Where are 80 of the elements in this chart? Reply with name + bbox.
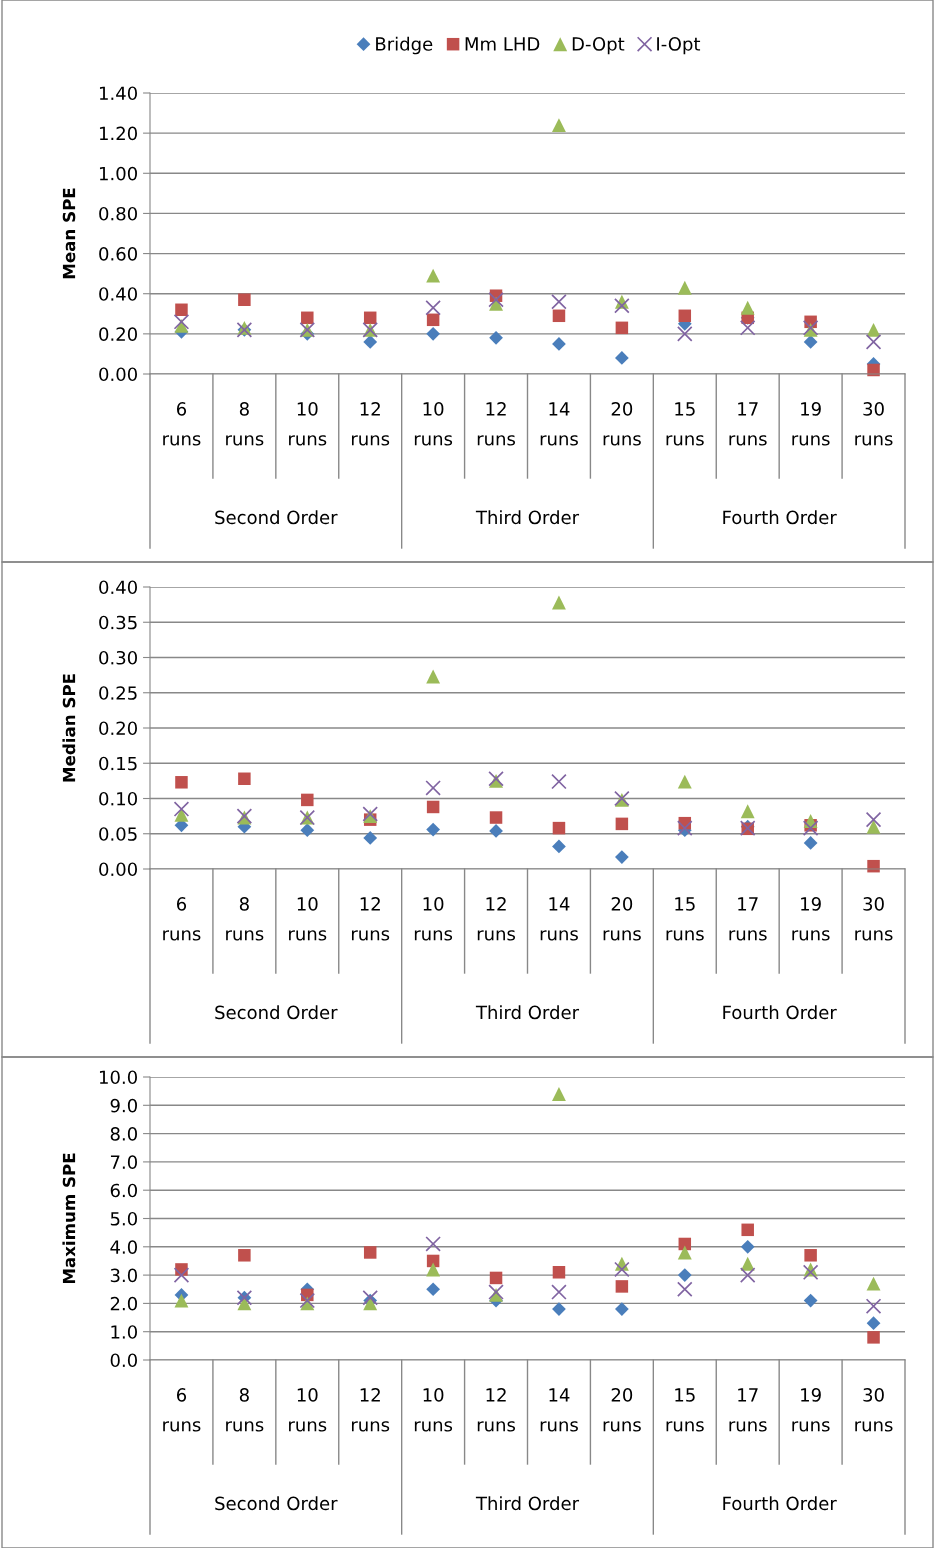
- text: Fourth Order: [723, 1496, 837, 1511]
- x-tick-label: 10 runs: [289, 402, 327, 446]
- y-tick-label: 1.00: [99, 166, 137, 181]
- text: Second Order: [215, 1496, 338, 1511]
- x-tick-label: 30 runs: [855, 402, 893, 446]
- x-tick-label: 15 runs: [666, 402, 704, 446]
- y-tick-label: 0.40: [99, 580, 137, 595]
- x-tick-label: 12 runs: [351, 402, 390, 446]
- y-tick-label: 0.60: [99, 247, 137, 261]
- y-tick-label: 0.10: [99, 791, 137, 806]
- x-tick-label: 14 runs: [540, 1388, 578, 1432]
- x-tick-label: 15 runs: [666, 897, 704, 941]
- y-tick-label: 9.0: [110, 1098, 137, 1113]
- y-tick-label: 0.05: [99, 827, 137, 841]
- text: Second Order: [215, 510, 338, 525]
- x-tick-label: 12 runs: [351, 1388, 390, 1432]
- legend-label: D-Opt: [572, 37, 625, 55]
- y-tick-label: 0.0: [110, 1353, 137, 1368]
- y-tick-label: 1.20: [99, 126, 137, 141]
- x-tick-label: 17 runs: [729, 897, 767, 941]
- x-tick-label: 6 runs: [163, 1388, 201, 1432]
- x-tick-label: 12 runs: [477, 897, 516, 941]
- text: Third Order: [475, 1005, 580, 1020]
- x-tick-label: 10 runs: [289, 1388, 327, 1432]
- y-tick-label: 4.0: [110, 1240, 137, 1254]
- x-tick-label: 10 runs: [414, 402, 453, 446]
- text: Third Order: [475, 1496, 580, 1511]
- x-tick-label: 12 runs: [477, 402, 516, 446]
- x-tick-label: 8 runs: [226, 897, 264, 941]
- y-axis-title: Median SPE: [62, 674, 76, 782]
- y-tick-label: 2.0: [110, 1296, 137, 1311]
- y-tick-label: 0.30: [99, 650, 137, 665]
- y-tick-label: 0.15: [99, 756, 137, 771]
- y-axis-title: Maximum SPE: [62, 1153, 76, 1284]
- y-tick-label: 0.80: [99, 206, 137, 221]
- x-tick-label: 17 runs: [729, 1388, 767, 1432]
- x-tick-label: 10 runs: [414, 1388, 453, 1432]
- x-tick-label: 14 runs: [540, 897, 578, 941]
- text: Fourth Order: [723, 510, 837, 525]
- x-tick-label: 8 runs: [226, 402, 264, 446]
- legend-label: Bridge: [376, 36, 433, 55]
- y-tick-label: 5.0: [110, 1211, 137, 1226]
- x-tick-label: 20 runs: [603, 897, 641, 941]
- y-tick-label: 6.0: [110, 1183, 137, 1198]
- y-tick-label: 0.25: [99, 686, 137, 700]
- x-tick-label: 15 runs: [666, 1388, 704, 1432]
- text: Third Order: [475, 510, 580, 525]
- text: Second Order: [215, 1005, 338, 1020]
- text: Fourth Order: [723, 1005, 837, 1020]
- x-tick-label: 10 runs: [414, 897, 453, 941]
- x-tick-label: 10 runs: [289, 897, 327, 941]
- x-tick-label: 30 runs: [855, 897, 893, 941]
- x-tick-label: 14 runs: [540, 402, 578, 446]
- x-tick-label: 12 runs: [477, 1388, 516, 1432]
- y-tick-label: 0.00: [99, 862, 137, 877]
- y-tick-label: 0.20: [99, 327, 137, 341]
- x-tick-label: 20 runs: [603, 1388, 641, 1432]
- legend-label: Mm LHD: [465, 37, 540, 51]
- y-tick-label: 0.00: [99, 367, 137, 382]
- x-tick-label: 30 runs: [855, 1388, 893, 1432]
- y-axis-title: Mean SPE: [62, 188, 76, 279]
- y-tick-label: 1.0: [111, 1325, 137, 1339]
- y-tick-label: 7.0: [110, 1155, 137, 1170]
- x-tick-label: 6 runs: [163, 402, 201, 446]
- x-tick-label: 12 runs: [351, 897, 390, 941]
- x-tick-label: 17 runs: [729, 402, 767, 446]
- x-tick-label: 8 runs: [226, 1388, 264, 1432]
- x-tick-label: 19 runs: [792, 1388, 830, 1432]
- legend-label: I-Opt: [657, 37, 701, 55]
- x-tick-label: 19 runs: [792, 402, 830, 446]
- y-tick-label: 0.35: [99, 615, 137, 630]
- y-tick-label: 3.0: [110, 1268, 137, 1283]
- x-tick-label: 6 runs: [163, 897, 201, 941]
- y-tick-label: 1.40: [99, 86, 137, 101]
- x-tick-label: 19 runs: [792, 897, 830, 941]
- y-tick-label: 0.20: [99, 721, 137, 736]
- y-tick-label: 0.40: [99, 287, 137, 301]
- y-tick-label: 10.0: [99, 1070, 137, 1085]
- x-tick-label: 20 runs: [603, 402, 641, 446]
- y-tick-label: 8.0: [110, 1127, 137, 1141]
